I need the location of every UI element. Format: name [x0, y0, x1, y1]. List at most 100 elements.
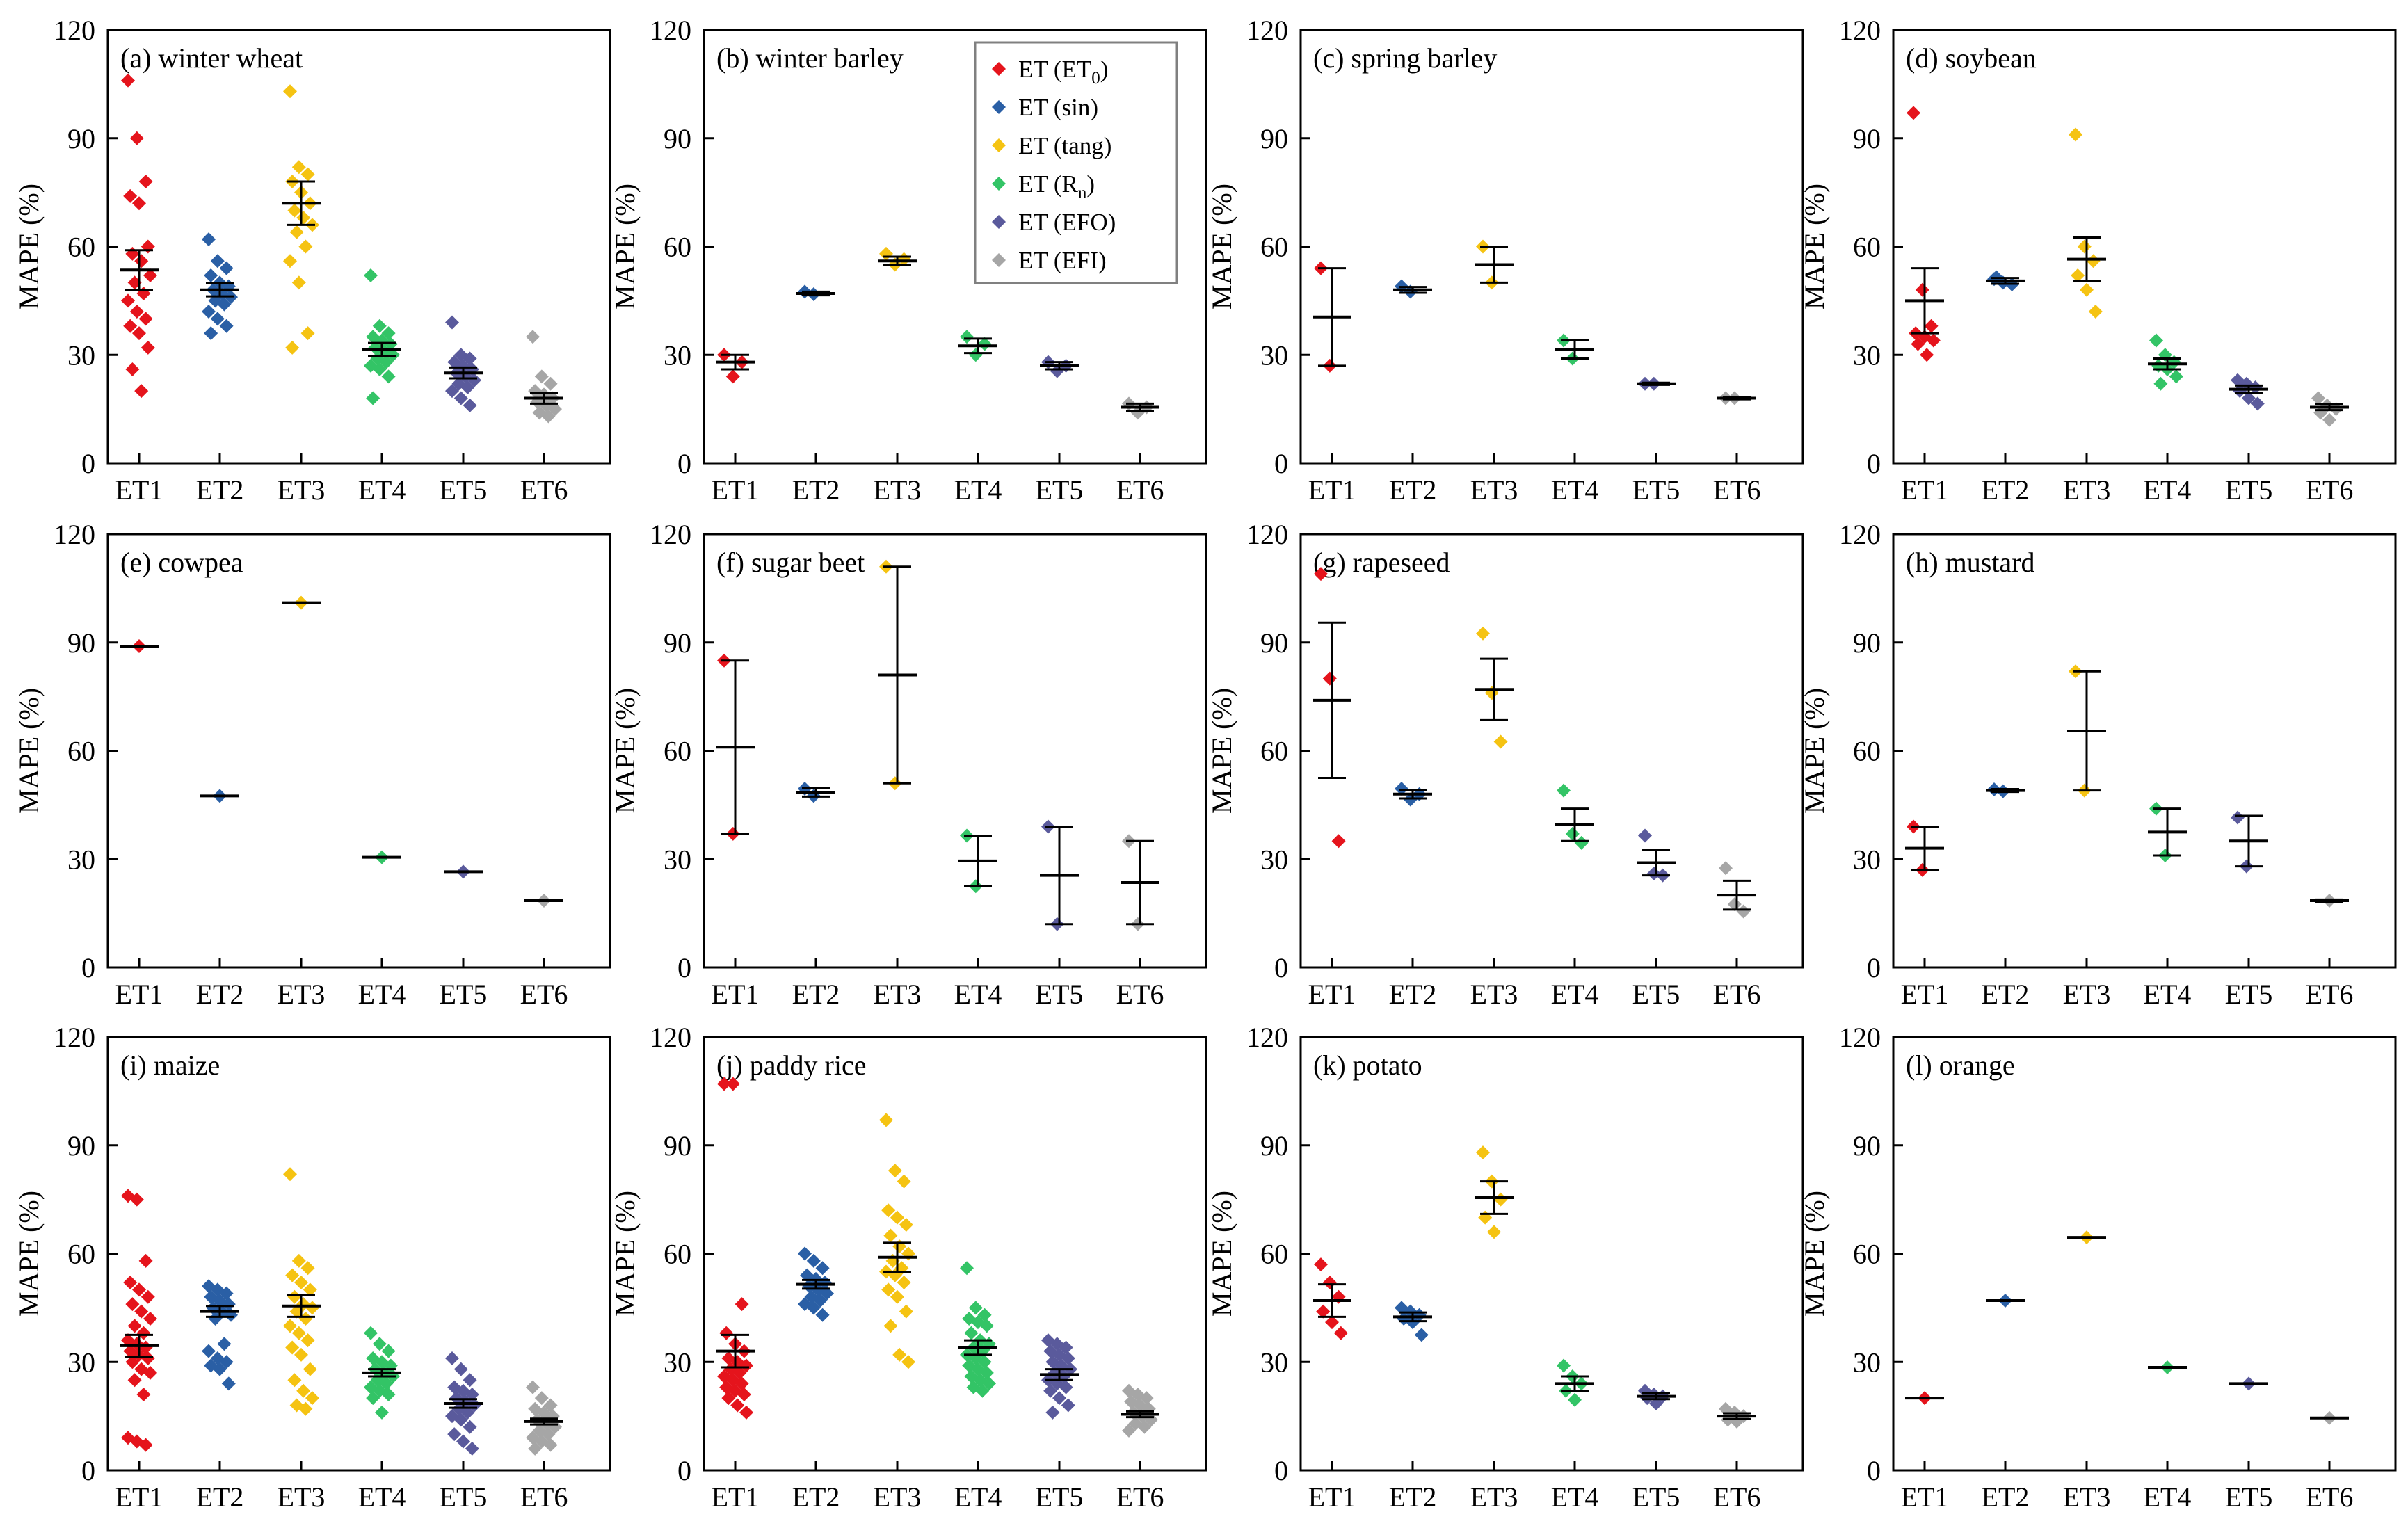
data-point	[1924, 319, 1939, 333]
data-point	[528, 1441, 543, 1456]
data-point	[1727, 897, 1742, 912]
series-ET3	[2067, 664, 2106, 798]
legend: ET (ET0)ET (sin)ET (tang)ET (Rn)ET (EFO)…	[974, 41, 1178, 284]
x-tick-label: ET3	[1470, 474, 1518, 506]
y-tick-label: 120	[54, 519, 95, 550]
data-point	[377, 344, 392, 359]
data-point	[879, 1113, 893, 1127]
x-tick-label: ET2	[1982, 979, 2030, 1010]
data-point	[1565, 826, 1580, 841]
data-point	[381, 1387, 396, 1401]
y-tick-label: 0	[1274, 1455, 1288, 1486]
series-ET6	[1717, 1401, 1756, 1429]
data-point	[445, 384, 459, 399]
panel-title: (f) sugar beet	[716, 547, 865, 578]
data-point	[1403, 792, 1418, 807]
series-ET5	[1637, 376, 1676, 391]
legend-label-subscript: 0	[1091, 69, 1100, 88]
data-point	[287, 1289, 302, 1304]
y-tick-label: 90	[664, 627, 691, 659]
data-point	[2149, 333, 2163, 348]
series-ET2	[1986, 270, 2025, 292]
data-point	[2086, 254, 2101, 268]
data-point	[381, 1344, 396, 1358]
data-point	[721, 1391, 736, 1406]
y-tick-label: 60	[67, 1239, 95, 1270]
series-ET1	[1905, 1391, 1944, 1406]
x-tick-label: ET1	[1308, 1481, 1356, 1513]
data-point	[287, 203, 302, 218]
data-point	[287, 1373, 302, 1388]
legend-label: ET (Rn)	[1018, 170, 1095, 202]
data-point	[127, 1373, 142, 1388]
data-point	[815, 1261, 830, 1276]
x-tick-label: ET2	[792, 474, 840, 506]
data-point	[202, 1344, 216, 1358]
data-point	[526, 330, 540, 344]
data-point	[2153, 376, 2168, 391]
y-tick-label: 30	[67, 339, 95, 371]
panel-d: 0 30 60 90 120 ET1 ET2 ET3 ET4 ET5 ET6 MAPE (%) (d) …	[1799, 15, 2397, 506]
data-point	[735, 1297, 749, 1312]
series-ET6	[2310, 391, 2349, 427]
data-point	[1911, 337, 1925, 351]
series-ET2	[1393, 1301, 1432, 1342]
y-tick-label: 120	[650, 519, 691, 550]
y-tick-label: 30	[1853, 339, 1881, 371]
series-ET2	[200, 789, 239, 803]
data-point	[1130, 405, 1145, 420]
data-point	[1122, 1423, 1136, 1438]
y-axis-title: MAPE (%)	[1206, 1191, 1237, 1317]
data-point	[730, 1398, 745, 1413]
data-point	[806, 1253, 821, 1268]
y-tick-label: 120	[650, 1022, 691, 1053]
data-point	[2248, 380, 2263, 394]
series-ET4	[1555, 783, 1594, 850]
legend-marker	[992, 62, 1006, 76]
x-tick-label: ET1	[1901, 1481, 1949, 1513]
data-point	[1322, 1276, 1337, 1290]
data-point	[1325, 1315, 1339, 1330]
x-tick-label: ET6	[1116, 1481, 1164, 1513]
data-point	[897, 1174, 911, 1189]
y-tick-label: 90	[1853, 1130, 1881, 1161]
data-point	[1478, 1210, 1493, 1225]
panel-title: (g) rapeseed	[1313, 547, 1450, 578]
panel-f: 0 30 60 90 120 ET1 ET2 ET3 ET4 ET5 ET6 MAPE (%) (f) …	[609, 519, 1207, 1010]
data-point	[283, 1167, 297, 1182]
data-point	[134, 1304, 149, 1319]
series-ET1	[1313, 1257, 1351, 1340]
data-point	[1414, 1328, 1429, 1342]
data-point	[1907, 106, 1920, 120]
data-point	[219, 261, 234, 275]
x-tick-label: ET4	[2144, 979, 2192, 1010]
legend-label-tail: )	[1100, 56, 1109, 83]
y-tick-label: 30	[664, 1346, 691, 1378]
data-point	[298, 1401, 313, 1416]
data-point	[717, 1077, 731, 1091]
series-ET6	[1121, 834, 1159, 931]
panel-k: 0 30 60 90 120 ET1 ET2 ET3 ET4 ET5 ET6 MAPE (%) (k) …	[1206, 1022, 1804, 1513]
data-point	[219, 319, 234, 333]
data-point	[964, 1326, 979, 1340]
x-tick-label: ET5	[1036, 474, 1084, 506]
series-ET5	[1040, 819, 1079, 931]
y-tick-label: 90	[67, 123, 95, 154]
series-ET3	[2067, 1230, 2106, 1245]
x-tick-label: ET3	[874, 979, 922, 1010]
data-point	[1926, 333, 1941, 348]
x-tick-label: ET5	[2225, 474, 2273, 506]
x-tick-label: ET1	[115, 979, 163, 1010]
data-point	[534, 1391, 549, 1406]
data-point	[2071, 268, 2085, 283]
series-ET3	[282, 84, 321, 355]
x-tick-label: ET5	[1036, 1481, 1084, 1513]
x-tick-label: ET2	[1389, 979, 1437, 1010]
y-axis-title: MAPE (%)	[1799, 688, 1830, 814]
y-tick-label: 120	[1839, 519, 1881, 550]
data-point	[960, 330, 974, 344]
x-tick-label: ET1	[1901, 474, 1949, 506]
series-ET5	[1637, 1383, 1676, 1410]
legend-label-text: ET (R	[1018, 170, 1079, 198]
data-point	[975, 1383, 990, 1398]
